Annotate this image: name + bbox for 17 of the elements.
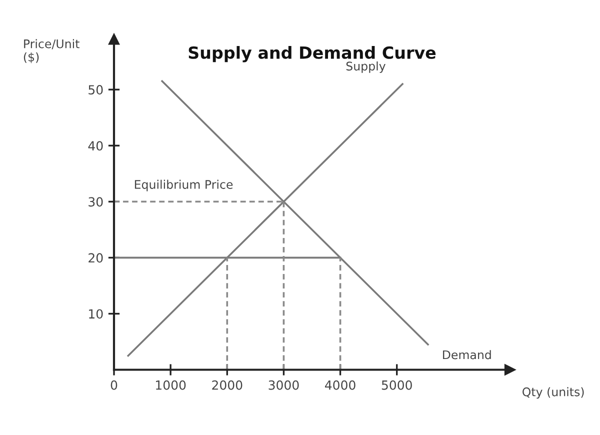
x-tick-label: 1000 xyxy=(156,380,186,390)
y-tick-label: 20 xyxy=(88,253,103,263)
y-tick-label: 40 xyxy=(88,141,103,151)
x-tick-label: 2000 xyxy=(212,380,242,390)
y-tick-label: 30 xyxy=(88,197,103,207)
x-axis-title: Qty (units) xyxy=(522,387,584,399)
y-tick-label: 50 xyxy=(88,85,103,95)
x-tick-label: 3000 xyxy=(268,380,299,390)
x-tick-label: 0 xyxy=(110,380,118,390)
series-label: Demand xyxy=(443,350,491,360)
y-tick-label: 10 xyxy=(89,309,103,319)
x-tick-label: 5000 xyxy=(382,380,412,390)
chart-title: Supply and Demand Curve xyxy=(188,46,436,62)
y-axis-title: Price/Unit ($) xyxy=(24,39,80,64)
annotation: Equilibrium Price xyxy=(134,180,233,192)
x-tick-label: 4000 xyxy=(324,380,356,390)
series-label: Supply xyxy=(346,61,386,73)
